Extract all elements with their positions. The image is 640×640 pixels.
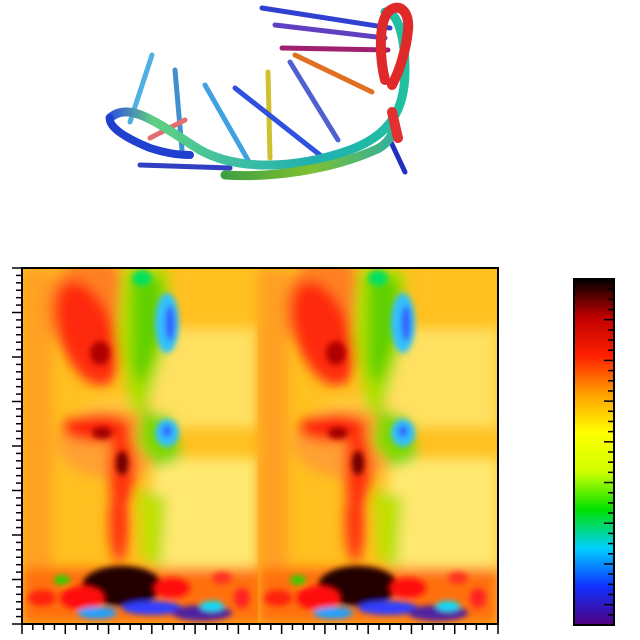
base-stick	[202, 82, 251, 163]
backbone-ribbon-left	[106, 114, 194, 159]
base-stick	[279, 45, 391, 53]
base-stick	[387, 137, 408, 175]
bottom-axis-ticks	[21, 624, 499, 634]
base-stick	[137, 162, 233, 171]
color-scale-ticks	[604, 278, 614, 626]
color-scale-bar	[573, 278, 615, 626]
correlation-heatmap	[12, 262, 499, 634]
backbone-ribbon-lower	[220, 120, 400, 181]
base-stick	[287, 59, 341, 143]
left-axis-ticks	[12, 267, 22, 625]
rna-hairpin-structure	[105, 2, 414, 181]
base-stick	[292, 52, 375, 95]
base-stick-group	[127, 5, 408, 175]
base-stick	[259, 5, 393, 31]
strand-end-red	[387, 107, 403, 143]
base-stick	[272, 22, 388, 41]
heatmap-plot-area	[22, 262, 498, 624]
hairpin-loop	[375, 2, 414, 90]
base-stick	[232, 85, 323, 158]
